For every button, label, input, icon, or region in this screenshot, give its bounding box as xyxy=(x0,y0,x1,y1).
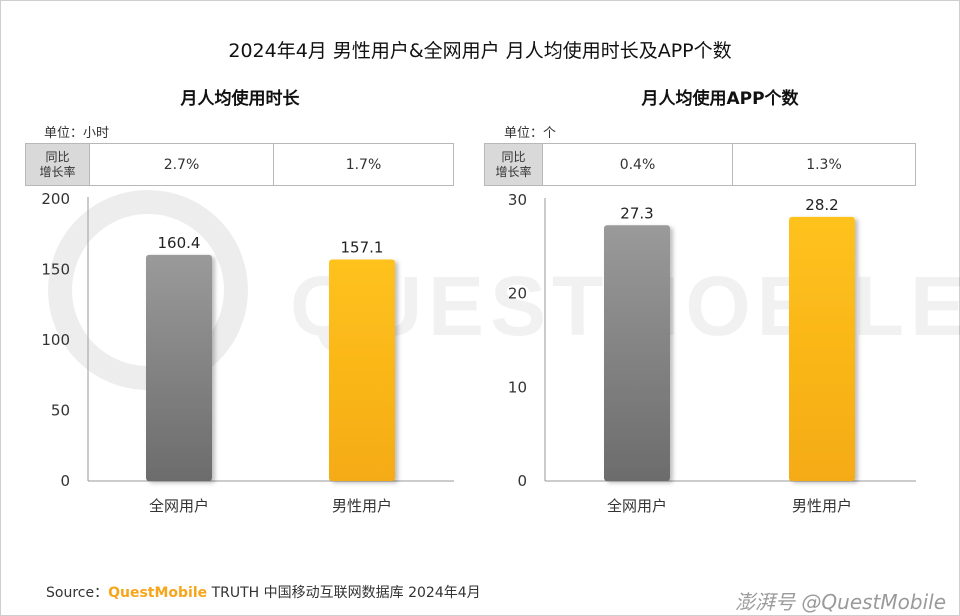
left-x-tick-label: 全网用户 xyxy=(149,497,209,515)
right-yoy-table: 同比 增长率 0.4% 1.3% xyxy=(484,143,916,186)
right-subtitle: 月人均使用APP个数 xyxy=(641,89,799,109)
left-y-tick-label: 50 xyxy=(51,402,70,420)
right-y-tick-label: 20 xyxy=(508,285,527,303)
left-unit: 单位：小时 xyxy=(44,126,110,141)
left-y-tick-label: 150 xyxy=(41,261,70,279)
right-yoy-all-users: 0.4% xyxy=(543,144,733,185)
credit-watermark: 澎湃号 @QuestMobile xyxy=(735,590,946,614)
right-bar-all-users xyxy=(604,225,670,481)
right-x-tick-label: 全网用户 xyxy=(607,497,667,515)
right-yoy-header: 同比 增长率 xyxy=(485,144,543,185)
right-unit: 单位：个 xyxy=(504,126,557,141)
right-y-tick-label: 30 xyxy=(508,191,527,209)
right-data-label: 28.2 xyxy=(805,196,838,214)
right-data-label: 27.3 xyxy=(620,204,653,222)
left-yoy-male-users: 1.7% xyxy=(345,156,382,173)
right-y-tick-label: 10 xyxy=(508,378,527,396)
left-yoy-all-users: 2.7% xyxy=(90,144,274,185)
left-yoy-table: 同比 增长率 2.7% 1.7% xyxy=(25,143,454,186)
source-note: Source：QuestMobile TRUTH 中国移动互联网数据库 2024… xyxy=(46,585,481,601)
left-yoy-header: 同比 增长率 xyxy=(26,144,90,185)
right-y-tick-label: 0 xyxy=(517,472,527,490)
right-x-tick-label: 男性用户 xyxy=(792,497,852,515)
left-data-label: 160.4 xyxy=(158,234,201,252)
left-data-label: 157.1 xyxy=(341,238,384,256)
left-y-tick-label: 100 xyxy=(41,331,70,349)
main-title: 2024年4月 男性用户&全网用户 月人均使用时长及APP个数 xyxy=(228,40,732,62)
left-x-tick-label: 男性用户 xyxy=(332,497,392,515)
source-brand: QuestMobile xyxy=(108,585,208,601)
left-y-tick-label: 200 xyxy=(41,190,70,208)
left-subtitle: 月人均使用时长 xyxy=(180,89,300,109)
left-bar-male-users xyxy=(329,259,395,481)
left-y-tick-label: 0 xyxy=(60,472,70,490)
right-yoy-male-users: 1.3% xyxy=(806,156,842,173)
right-bar-male-users xyxy=(789,216,855,482)
left-bar-all-users xyxy=(146,254,212,481)
